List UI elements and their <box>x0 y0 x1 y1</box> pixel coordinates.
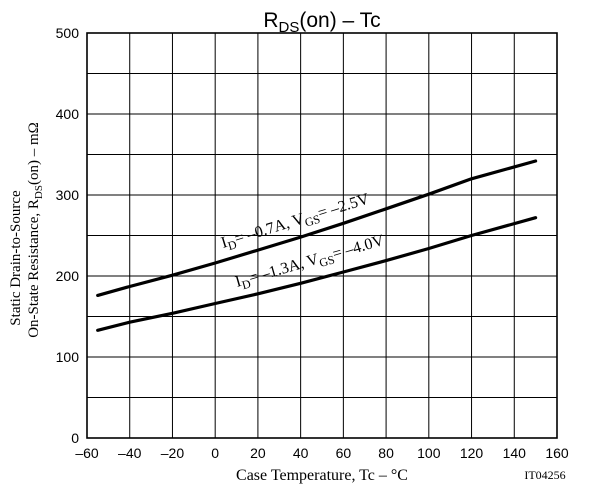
x-tick-label: –40 <box>118 445 142 461</box>
x-tick-label: 80 <box>378 445 394 461</box>
y-tick-label: 500 <box>56 25 80 41</box>
series-line-2 <box>96 216 538 332</box>
x-tick-label: 0 <box>211 445 219 461</box>
x-axis-label: Case Temperature, Tc – °C <box>236 467 408 484</box>
y-tick-label: 300 <box>56 187 80 203</box>
figure-id: IT04256 <box>524 468 565 482</box>
x-tick-label: 160 <box>545 445 569 461</box>
series-line-1 <box>96 159 538 297</box>
y-tick-labels: 0 100 200 300 400 500 <box>56 25 80 446</box>
grid <box>87 33 557 438</box>
y-axis-label-line2: On-State Resistance, RDS(on) – mΩ <box>26 122 45 338</box>
y-axis-label-line1: Static Drain-to-Source <box>8 190 24 326</box>
x-tick-label: –60 <box>75 445 99 461</box>
y-axis-label: Static Drain-to-Source On-State Resistan… <box>8 122 45 338</box>
plot-frame <box>86 32 558 439</box>
chart-title: RDS(on) – Tc <box>263 9 380 36</box>
x-tick-label: –20 <box>161 445 185 461</box>
x-tick-label: 60 <box>336 445 352 461</box>
y-tick-label: 100 <box>56 349 80 365</box>
y-tick-label: 200 <box>56 268 80 284</box>
x-tick-label: 40 <box>293 445 309 461</box>
y-tick-label: 0 <box>71 430 79 446</box>
x-tick-label: 120 <box>460 445 484 461</box>
x-tick-labels: –60 –40 –20 0 20 40 60 80 100 120 140 160 <box>75 445 569 461</box>
x-tick-label: 20 <box>250 445 266 461</box>
series-group <box>96 159 538 332</box>
x-tick-label: 100 <box>417 445 441 461</box>
x-tick-label: 140 <box>503 445 527 461</box>
y-tick-label: 400 <box>56 106 80 122</box>
